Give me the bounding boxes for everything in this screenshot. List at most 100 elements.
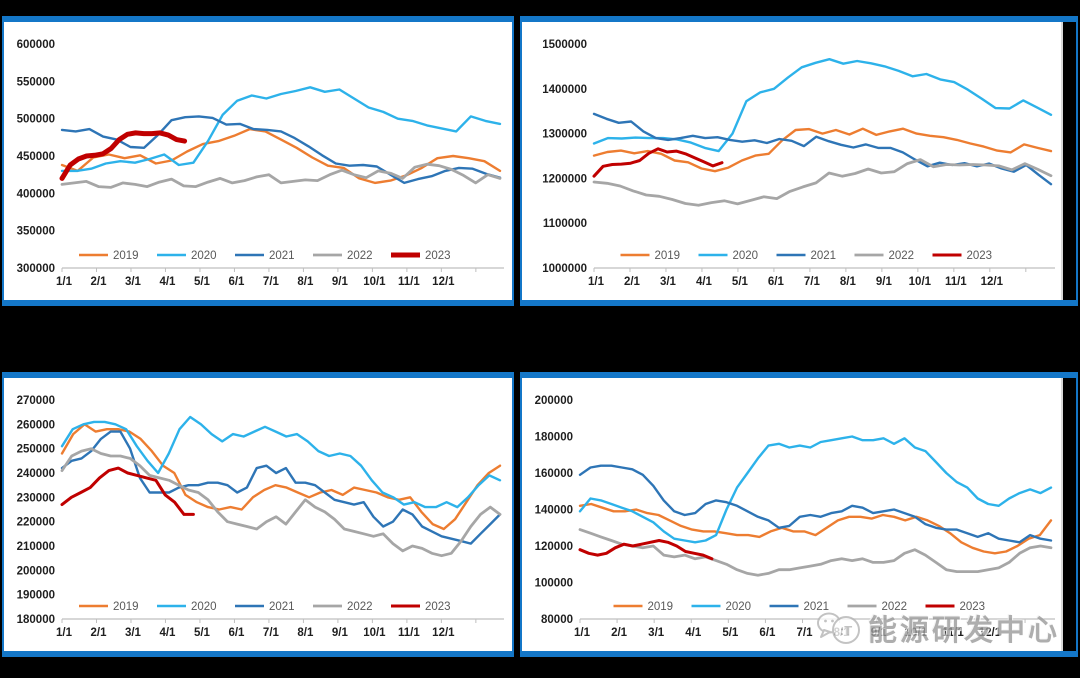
x-axis-tick-label: 12/1	[981, 276, 1004, 288]
x-axis-tick-label: 3/1	[648, 627, 665, 639]
x-axis-tick-label: 9/1	[332, 627, 349, 639]
x-axis-tick-label: 11/1	[942, 627, 964, 639]
series-line-2020	[60, 415, 502, 509]
x-axis-tick-label: 12/1	[432, 276, 455, 288]
series-line-2021	[578, 464, 1053, 544]
x-axis-tick-label: 6/1	[768, 276, 785, 288]
x-axis-tick-label: 11/1	[398, 627, 420, 639]
x-axis-tick-label: 7/1	[797, 627, 814, 639]
x-axis-tick-label: 12/1	[979, 627, 1002, 639]
chart-panel-top-left: 600000 550000 500000 450000 400000 350000 3000…	[2, 16, 514, 306]
chart-panel-bottom-right: 200000 180000 160000 140000 120000 100000 8000…	[520, 372, 1078, 657]
y-axis-tick-label: 200000	[535, 395, 573, 407]
legend-label-2023: 2023	[425, 601, 451, 613]
y-axis-tick-label: 400000	[17, 188, 55, 200]
legend-label-2022: 2022	[889, 250, 915, 262]
legend-label-2020: 2020	[191, 250, 217, 262]
x-axis-tick-label: 8/1	[297, 627, 314, 639]
line-chart-top-left: 600000 550000 500000 450000 400000 350000 3000…	[17, 39, 504, 288]
x-axis-tick-label: 7/1	[804, 276, 821, 288]
x-axis-tick-label: 2/1	[611, 627, 628, 639]
y-axis-tick-label: 550000	[17, 76, 55, 88]
x-axis-tick-label: 5/1	[194, 276, 211, 288]
series-line-2020	[592, 58, 1053, 153]
series-line-2023	[578, 539, 714, 561]
chart-panel-bottom-left: 270000 260000 250000 240000 230000 220000 2100…	[2, 372, 514, 657]
x-axis-tick-label: 2/1	[90, 276, 107, 288]
x-axis-tick-label: 4/1	[159, 627, 176, 639]
line-chart-top-right: 1500000 1400000 1300000 1200000 1100000 10000…	[542, 39, 1055, 288]
x-axis-tick-label: 2/1	[624, 276, 641, 288]
y-axis-tick-label: 600000	[17, 39, 55, 51]
y-axis-tick-label: 210000	[17, 541, 55, 553]
legend-label-2022: 2022	[347, 250, 373, 262]
x-axis-tick-label: 9/1	[871, 627, 888, 639]
x-axis-tick-label: 9/1	[876, 276, 893, 288]
x-axis-tick-label: 5/1	[722, 627, 739, 639]
x-axis-tick-label: 6/1	[228, 276, 245, 288]
y-axis-tick-label: 220000	[17, 517, 55, 529]
x-axis-tick-label: 10/1	[909, 276, 932, 288]
y-axis-tick-label: 260000	[17, 419, 55, 431]
legend-label-2022: 2022	[882, 601, 908, 613]
legend-label-2019: 2019	[655, 250, 681, 262]
x-axis-tick-label: 8/1	[297, 276, 314, 288]
legend-label-2019: 2019	[113, 601, 139, 613]
y-axis-tick-label: 180000	[17, 614, 55, 626]
y-axis-tick-label: 1100000	[543, 218, 587, 230]
x-axis-tick-label: 4/1	[696, 276, 713, 288]
x-axis-tick-label: 12/1	[432, 627, 455, 639]
x-axis-tick-label: 8/1	[834, 627, 851, 639]
series-line-2019	[578, 502, 1053, 555]
x-axis-tick-label: 11/1	[945, 276, 967, 288]
legend-label-2020: 2020	[733, 250, 759, 262]
y-axis-tick-label: 230000	[17, 492, 55, 504]
legend-label-2020: 2020	[726, 601, 752, 613]
y-axis-tick-label: 250000	[17, 444, 55, 456]
x-axis-tick-label: 6/1	[759, 627, 776, 639]
legend-label-2021: 2021	[811, 250, 837, 262]
x-axis-tick-label: 4/1	[685, 627, 702, 639]
x-axis-tick-label: 1/1	[56, 627, 73, 639]
x-axis-tick-label: 9/1	[332, 276, 349, 288]
x-axis-tick-label: 6/1	[228, 627, 245, 639]
y-axis-tick-label: 300000	[17, 263, 55, 275]
series-line-2023	[60, 466, 195, 516]
x-axis-tick-label: 3/1	[125, 276, 142, 288]
legend-label-2021: 2021	[269, 601, 295, 613]
legend-label-2020: 2020	[191, 601, 217, 613]
y-axis-tick-label: 190000	[17, 590, 55, 602]
x-axis-tick-label: 3/1	[660, 276, 677, 288]
y-axis-tick-label: 500000	[17, 114, 55, 126]
series-line-2022	[578, 528, 1053, 577]
y-axis-tick-label: 1400000	[542, 84, 587, 96]
y-axis-tick-label: 120000	[535, 541, 573, 553]
x-axis-tick-label: 10/1	[363, 276, 386, 288]
line-chart-bottom-right: 200000 180000 160000 140000 120000 100000 8000…	[535, 395, 1055, 639]
y-axis-tick-label: 1000000	[542, 263, 587, 275]
x-axis-tick-label: 1/1	[588, 276, 605, 288]
legend-label-2023: 2023	[967, 250, 993, 262]
x-axis-tick-label: 2/1	[90, 627, 107, 639]
y-axis-tick-label: 350000	[17, 226, 55, 238]
y-axis-tick-label: 1300000	[542, 129, 587, 141]
y-axis-tick-label: 1500000	[542, 39, 587, 51]
legend-label-2019: 2019	[648, 601, 674, 613]
x-axis-tick-label: 3/1	[125, 627, 142, 639]
y-axis-tick-label: 180000	[535, 432, 573, 444]
series-line-2023	[59, 130, 188, 181]
x-axis-tick-label: 10/1	[905, 627, 928, 639]
line-chart-bottom-left: 270000 260000 250000 240000 230000 220000 2100…	[17, 395, 504, 639]
legend-label-2019: 2019	[113, 250, 139, 262]
x-axis-tick-label: 7/1	[263, 627, 280, 639]
x-axis-tick-label: 5/1	[194, 627, 211, 639]
series-line-2023	[592, 147, 724, 178]
series-line-2022	[60, 162, 502, 189]
series-line-2020	[60, 86, 502, 173]
x-axis-tick-label: 11/1	[398, 276, 420, 288]
series-line-2019	[592, 127, 1053, 173]
y-axis-tick-label: 450000	[17, 151, 55, 163]
legend-label-2023: 2023	[960, 601, 986, 613]
y-axis-tick-label: 270000	[17, 395, 55, 407]
x-axis-tick-label: 7/1	[263, 276, 280, 288]
